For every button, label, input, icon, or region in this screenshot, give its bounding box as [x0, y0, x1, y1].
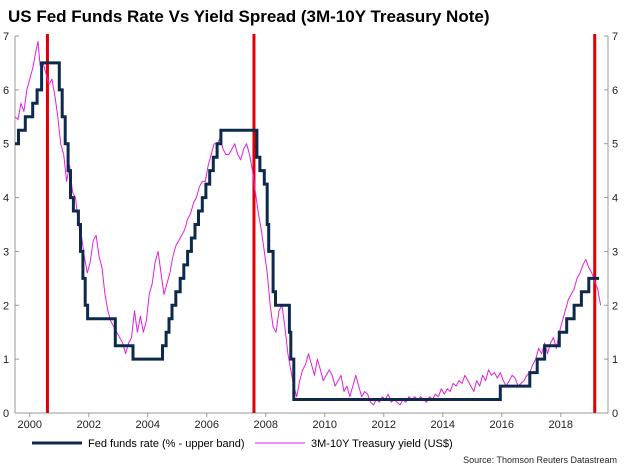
- y-tick-label-left: 1: [3, 354, 9, 366]
- y-tick-label-left: 6: [3, 85, 9, 97]
- y-tick-label-left: 7: [3, 31, 9, 43]
- x-tick-label: 2014: [431, 419, 455, 431]
- y-tick-label-right: 6: [612, 85, 618, 97]
- y-tick-label-right: 4: [612, 193, 618, 205]
- y-tick-label-left: 5: [3, 139, 9, 151]
- x-tick-label: 2004: [136, 419, 160, 431]
- source-note: Source: Thomson Reuters Datastream: [463, 455, 617, 465]
- x-tick-label: 2012: [372, 419, 396, 431]
- y-tick-label-right: 1: [612, 354, 618, 366]
- x-tick-label: 2018: [549, 419, 573, 431]
- recession-markers: [45, 34, 597, 413]
- y-tick-label-right: 5: [612, 139, 618, 151]
- x-tick-label: 2002: [77, 419, 101, 431]
- series-line-yield-spread: [14, 40, 602, 406]
- x-tick-label: 2016: [490, 419, 514, 431]
- legend: Fed funds rate (% - upper band) 3M-10Y T…: [32, 438, 453, 450]
- legend-label-fed-funds: Fed funds rate (% - upper band): [88, 438, 245, 450]
- x-tick-label: 2000: [18, 419, 42, 431]
- y-tick-label-left: 2: [3, 300, 9, 312]
- x-tick-label: 2010: [313, 419, 337, 431]
- y-tick-label-right: 2: [612, 300, 618, 312]
- plot-frame: [14, 36, 609, 414]
- y-ticks-left: 0 1 2 3 4 5 6 7: [3, 31, 19, 420]
- y-tick-label-right: 7: [612, 31, 618, 43]
- legend-label-spread: 3M-10Y Treasury yield (US$): [311, 438, 453, 450]
- y-tick-label-right: 0: [612, 408, 618, 420]
- y-tick-label-left: 4: [3, 193, 9, 205]
- y-tick-label-right: 3: [612, 246, 618, 258]
- x-ticks: 2000 2002 2004 2006 2008 2010 2012 2014 2016 2018: [18, 413, 573, 431]
- x-tick-label: 2006: [195, 419, 219, 431]
- y-tick-label-left: 0: [3, 408, 9, 420]
- y-tick-label-left: 3: [3, 246, 9, 258]
- y-ticks-right: 0 1 2 3 4 5 6 7: [604, 31, 618, 420]
- series-line-fed-funds: [15, 61, 600, 401]
- series-group: [14, 40, 602, 406]
- chart-title: US Fed Funds Rate Vs Yield Spread (3M-10…: [8, 7, 490, 26]
- x-tick-label: 2008: [254, 419, 278, 431]
